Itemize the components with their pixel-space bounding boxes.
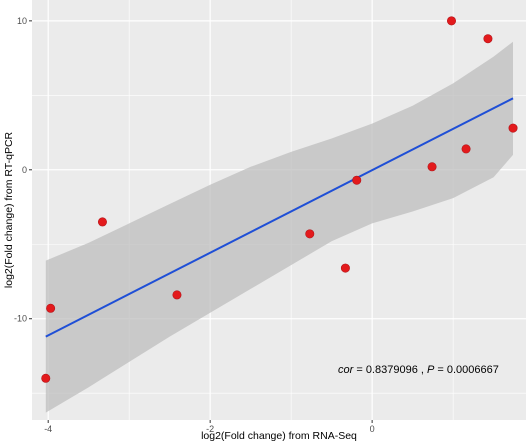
data-point — [446, 16, 456, 26]
y-tick-label: 10 — [17, 16, 27, 26]
x-tick-label: 0 — [370, 424, 375, 434]
data-point — [483, 34, 493, 44]
y-axis-ticks: -10 0 10 — [14, 16, 32, 324]
x-tick-label: -2 — [206, 424, 214, 434]
data-point — [41, 373, 51, 383]
x-axis-title: log2(Fold change) from RNA-Seq — [201, 430, 357, 442]
data-point — [352, 175, 362, 185]
cor-label: cor — [338, 364, 355, 376]
stat-annotation: cor = 0.8379096 , P = 0.0006667 — [338, 364, 499, 376]
x-axis-ticks: -4 -2 0 — [44, 420, 375, 434]
data-points — [41, 16, 518, 383]
y-tick-label: -10 — [14, 314, 27, 324]
p-value: = 0.0006667 — [434, 364, 499, 376]
p-label: P — [427, 364, 435, 376]
y-axis-title: log2(Fold change) from RT-qPCR — [3, 131, 15, 288]
data-point — [427, 162, 437, 172]
data-point — [461, 144, 471, 154]
data-point — [172, 290, 182, 300]
data-point — [305, 229, 315, 239]
x-tick-label: -4 — [44, 424, 52, 434]
y-tick-label: 0 — [22, 165, 27, 175]
data-point — [97, 217, 107, 227]
data-point — [46, 303, 56, 313]
cor-value: = 0.8379096 , — [353, 364, 427, 376]
confidence-band — [45, 41, 514, 413]
regression-line — [45, 97, 514, 338]
data-point — [340, 263, 350, 273]
data-point — [508, 123, 518, 133]
